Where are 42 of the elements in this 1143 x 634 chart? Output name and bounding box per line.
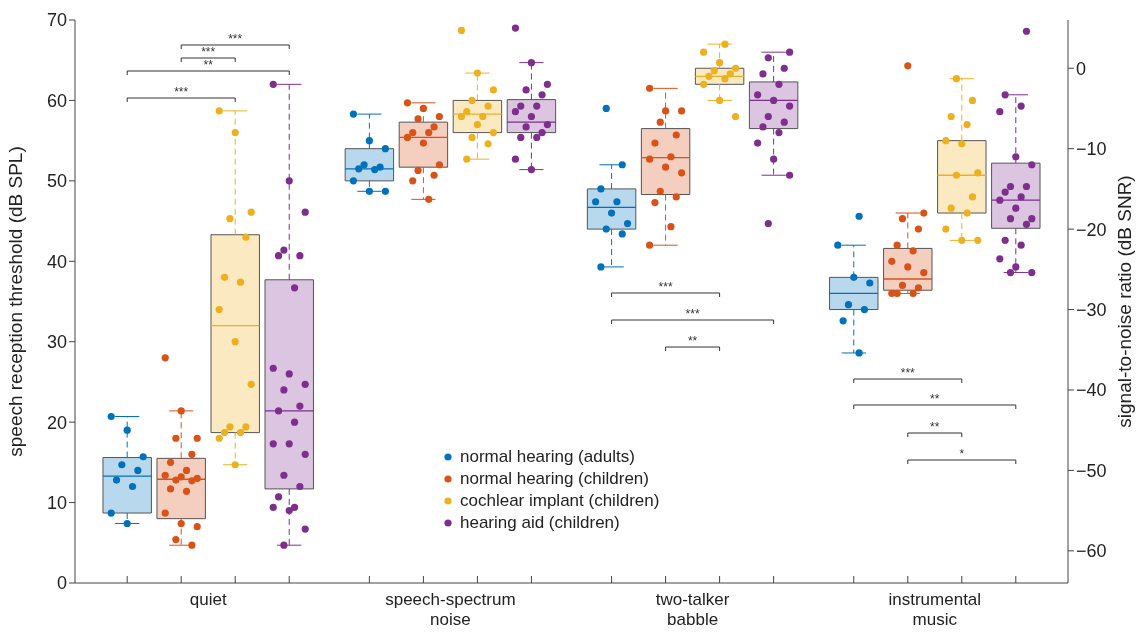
significance-bracket: * xyxy=(907,447,1017,465)
annotation: *** xyxy=(658,280,673,294)
y-tick-label: 40 xyxy=(46,251,67,272)
legend-label: hearing aid (children) xyxy=(460,512,620,534)
y2-tick-label: −50 xyxy=(1076,460,1107,481)
annotation: *** xyxy=(685,307,700,321)
y2-tick-label: −20 xyxy=(1076,219,1107,240)
y-axis-title: speech reception threshold (dB SPL) xyxy=(4,146,26,457)
significance-bracket: ** xyxy=(853,392,1017,410)
annotation: ** xyxy=(930,392,940,406)
y-tick-label: 60 xyxy=(46,90,67,111)
y2-tick-label: 0 xyxy=(1076,58,1087,79)
x-tick-label: quiet xyxy=(189,590,227,609)
annotation: ** xyxy=(687,334,698,348)
y-tick-label: 0 xyxy=(56,573,67,594)
x-tick-label: speech-spectrum noise xyxy=(385,590,516,629)
legend-label: normal hearing (children) xyxy=(460,468,649,490)
significance-bracket: ** xyxy=(665,334,721,352)
significance-bracket: *** xyxy=(853,366,963,384)
annotation: ** xyxy=(930,420,940,434)
annotation: *** xyxy=(174,85,189,99)
y2-tick-label: −10 xyxy=(1076,139,1107,160)
significance-bracket: *** xyxy=(611,307,775,325)
x-tick-label: instrumental music xyxy=(888,590,982,629)
legend-label: cochlear implant (children) xyxy=(460,490,660,512)
y-tick-label: 50 xyxy=(46,171,67,192)
annotation: *** xyxy=(228,32,243,46)
significance-bracket: *** xyxy=(126,85,236,103)
y-tick-label: 20 xyxy=(46,412,67,433)
significance-bracket: *** xyxy=(611,280,721,298)
significance-bracket: ** xyxy=(907,420,963,438)
y2-tick-label: −40 xyxy=(1076,380,1107,401)
legend-label: normal hearing (adults) xyxy=(460,446,635,468)
annotation: *** xyxy=(900,366,916,380)
annotation: * xyxy=(959,447,965,461)
y-tick-label: 70 xyxy=(46,10,67,31)
x-tick-label: two-talker babble xyxy=(655,590,730,629)
y2-axis-title: signal-to-noise ratio (dB SNR) xyxy=(1113,175,1135,428)
y2-tick-label: −30 xyxy=(1076,299,1107,320)
y-tick-label: 10 xyxy=(46,492,67,513)
y-tick-label: 30 xyxy=(46,332,67,353)
y2-tick-label: −60 xyxy=(1076,541,1107,562)
